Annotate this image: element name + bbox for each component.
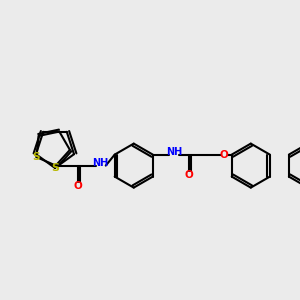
- Text: O: O: [219, 150, 228, 160]
- Text: O: O: [184, 169, 193, 180]
- Text: NH: NH: [93, 158, 109, 168]
- Text: O: O: [74, 181, 82, 190]
- Text: S: S: [33, 152, 40, 162]
- Text: NH: NH: [166, 147, 182, 157]
- Text: S: S: [51, 163, 59, 173]
